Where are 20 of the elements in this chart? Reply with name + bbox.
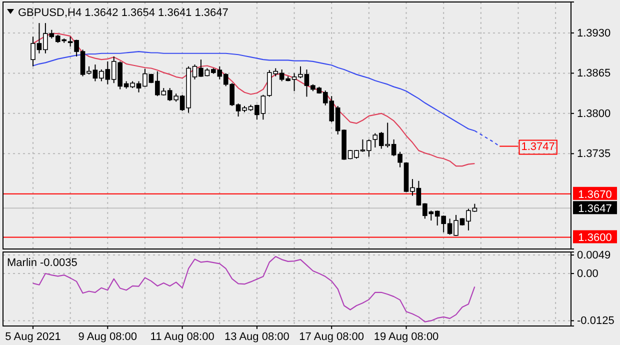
x-tick-label: 13 Aug 08:00 — [224, 330, 290, 343]
y-tick-label: -0.0125 — [577, 315, 614, 328]
y-tick-label: 0.00 — [577, 268, 598, 280]
x-tick-label: 17 Aug 08:00 — [299, 330, 364, 343]
x-tick-label: 11 Aug 08:00 — [150, 330, 214, 343]
x-tick-label: 19 Aug 08:00 — [374, 330, 439, 343]
y-tick-label: 1.3735 — [577, 148, 611, 160]
line-series — [32, 33, 476, 167]
ref-line-label: 1.3600 — [578, 232, 612, 244]
y-tick-label: 0.0049 — [577, 250, 611, 262]
annotation: 1.3747 — [521, 141, 555, 154]
y-tick-label: 1.3865 — [577, 68, 611, 80]
text: GBPUSD,H4 1.3642 1.3654 1.3641 1.3647 — [18, 7, 228, 19]
ref-line-label: 1.3670 — [578, 188, 612, 201]
ref-line-label: 1.3647 — [578, 203, 612, 216]
y-tick-label: 1.3930 — [577, 27, 611, 40]
x-tick-label: 5 Aug 2021 — [5, 330, 61, 343]
y-tick-label: 1.3800 — [577, 108, 611, 120]
x-tick-label: 9 Aug 08:00 — [78, 330, 138, 343]
text: Marlin -0.0035 — [7, 257, 78, 269]
